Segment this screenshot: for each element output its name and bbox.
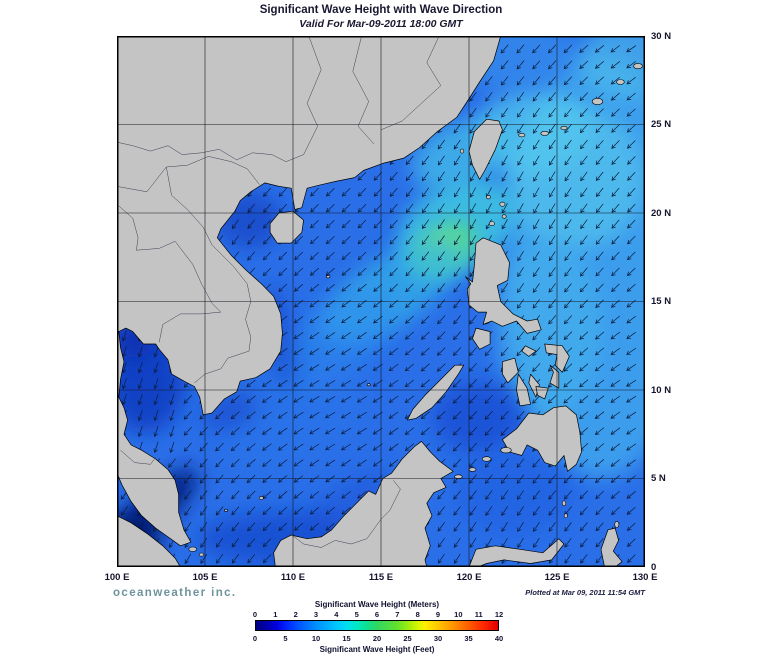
chart-title: Significant Wave Height with Wave Direct…: [259, 4, 503, 16]
island: [561, 500, 567, 507]
island: [488, 221, 495, 226]
island: [499, 201, 506, 207]
land-polygon: [521, 345, 537, 357]
borders-layer: [117, 36, 442, 548]
island: [459, 148, 465, 154]
lat-axis-label: 30 N: [651, 30, 672, 42]
lat-axis-label: 10 N: [651, 384, 672, 396]
colorbar-meters-tick: 11: [474, 610, 483, 619]
island: [614, 520, 620, 528]
plotted-at-text: Plotted at Mar 09, 2011 11:54 GMT: [525, 588, 645, 597]
colorbar-feet-tick: 40: [494, 634, 504, 643]
lat-axis-label: 20 N: [651, 207, 672, 219]
lat-axis-label: 25 N: [651, 119, 672, 130]
island: [501, 214, 507, 219]
land-polygon: [468, 538, 565, 567]
island: [633, 63, 643, 70]
colorbar-meters-tick: 1: [273, 610, 278, 619]
land-polygon: [549, 364, 560, 389]
colorbar-feet-tick: 5: [283, 634, 288, 643]
colorbar-feet-tick: 20: [372, 634, 382, 643]
land-polygon: [502, 357, 519, 384]
island: [454, 474, 463, 479]
grid-layer: [117, 36, 645, 567]
land-polygon: [407, 364, 465, 421]
land-polygon: [117, 515, 181, 567]
colorbar-feet-ticks: 0 5 10 15 20 25 30 35 40: [252, 634, 503, 643]
colorbar-gradient: [255, 620, 499, 631]
island: [198, 552, 205, 557]
colorbar-meters-tick: 5: [354, 610, 359, 619]
map-layers: [117, 36, 645, 567]
colorbar-meters-tick: 10: [454, 610, 463, 619]
island: [591, 97, 604, 105]
colorbar-meters-tick: 6: [374, 610, 380, 619]
land-polygon: [600, 527, 623, 567]
land-polygon: [269, 210, 304, 244]
lon-axis-label: 130 E: [632, 572, 658, 583]
colorbar-title-meters: Significant Wave Height (Meters): [314, 600, 440, 609]
colorbar-meters-tick: 12: [494, 610, 504, 619]
island: [560, 125, 568, 131]
colorbar-meters-tick: 0: [252, 610, 258, 619]
lon-axis-label: 115 E: [368, 572, 394, 583]
island: [500, 447, 512, 454]
lon-axis-label: 100 E: [104, 572, 130, 583]
colorbar-feet-tick: 15: [342, 634, 351, 643]
map-border: [117, 36, 645, 567]
land-polygon: [468, 118, 503, 180]
lon-axis-label: 125 E: [544, 572, 570, 583]
island: [468, 467, 477, 472]
lon-axis-label: 110 E: [280, 572, 306, 583]
island: [326, 275, 331, 279]
lat-axis-label: 5 N: [651, 473, 666, 484]
lon-axis-label: 120 E: [456, 572, 482, 583]
chart-subtitle: Valid For Mar-09-2011 18:00 GMT: [299, 18, 463, 30]
colorbar-feet-tick: 25: [403, 634, 412, 643]
island: [563, 513, 568, 519]
map-canvas: [117, 36, 645, 567]
island: [540, 131, 549, 136]
branding-text: oceanweather inc.: [113, 587, 237, 599]
land-polygon: [502, 405, 582, 472]
lon-axis-label: 105 E: [192, 572, 218, 583]
island: [616, 79, 625, 85]
colorbar-meters-tick: 7: [395, 610, 400, 619]
colorbar-title-feet: Significant Wave Height (Feet): [319, 645, 435, 654]
colorbar-meters-tick: 9: [435, 610, 441, 619]
colorbar-meters-tick: 8: [415, 610, 420, 619]
land-polygon: [465, 237, 542, 334]
land-polygon: [273, 440, 454, 567]
colorbar-feet-tick: 30: [433, 634, 443, 643]
colorbar-feet-tick: 10: [311, 634, 321, 643]
island: [481, 456, 492, 462]
colorbar-meters-tick: 2: [293, 610, 298, 619]
colorbar-meters-ticks: 0 1 2 3 4 5 6 7 8 9 10 11 12: [252, 610, 503, 619]
land-polygon: [472, 327, 491, 350]
island: [366, 383, 371, 387]
colorbar-feet-tick: 35: [464, 634, 473, 643]
colorbar-feet-tick: 0: [252, 634, 258, 643]
colorbar-meters-tick: 3: [313, 610, 319, 619]
island: [258, 496, 264, 500]
colorbar-meters-tick: 4: [334, 610, 339, 619]
lat-axis-label: 15 N: [651, 296, 672, 307]
island: [224, 508, 229, 512]
lat-axis-label: 0: [651, 561, 657, 573]
island: [485, 195, 491, 200]
island: [518, 132, 526, 138]
land-polygon: [535, 386, 549, 400]
island: [188, 546, 197, 552]
